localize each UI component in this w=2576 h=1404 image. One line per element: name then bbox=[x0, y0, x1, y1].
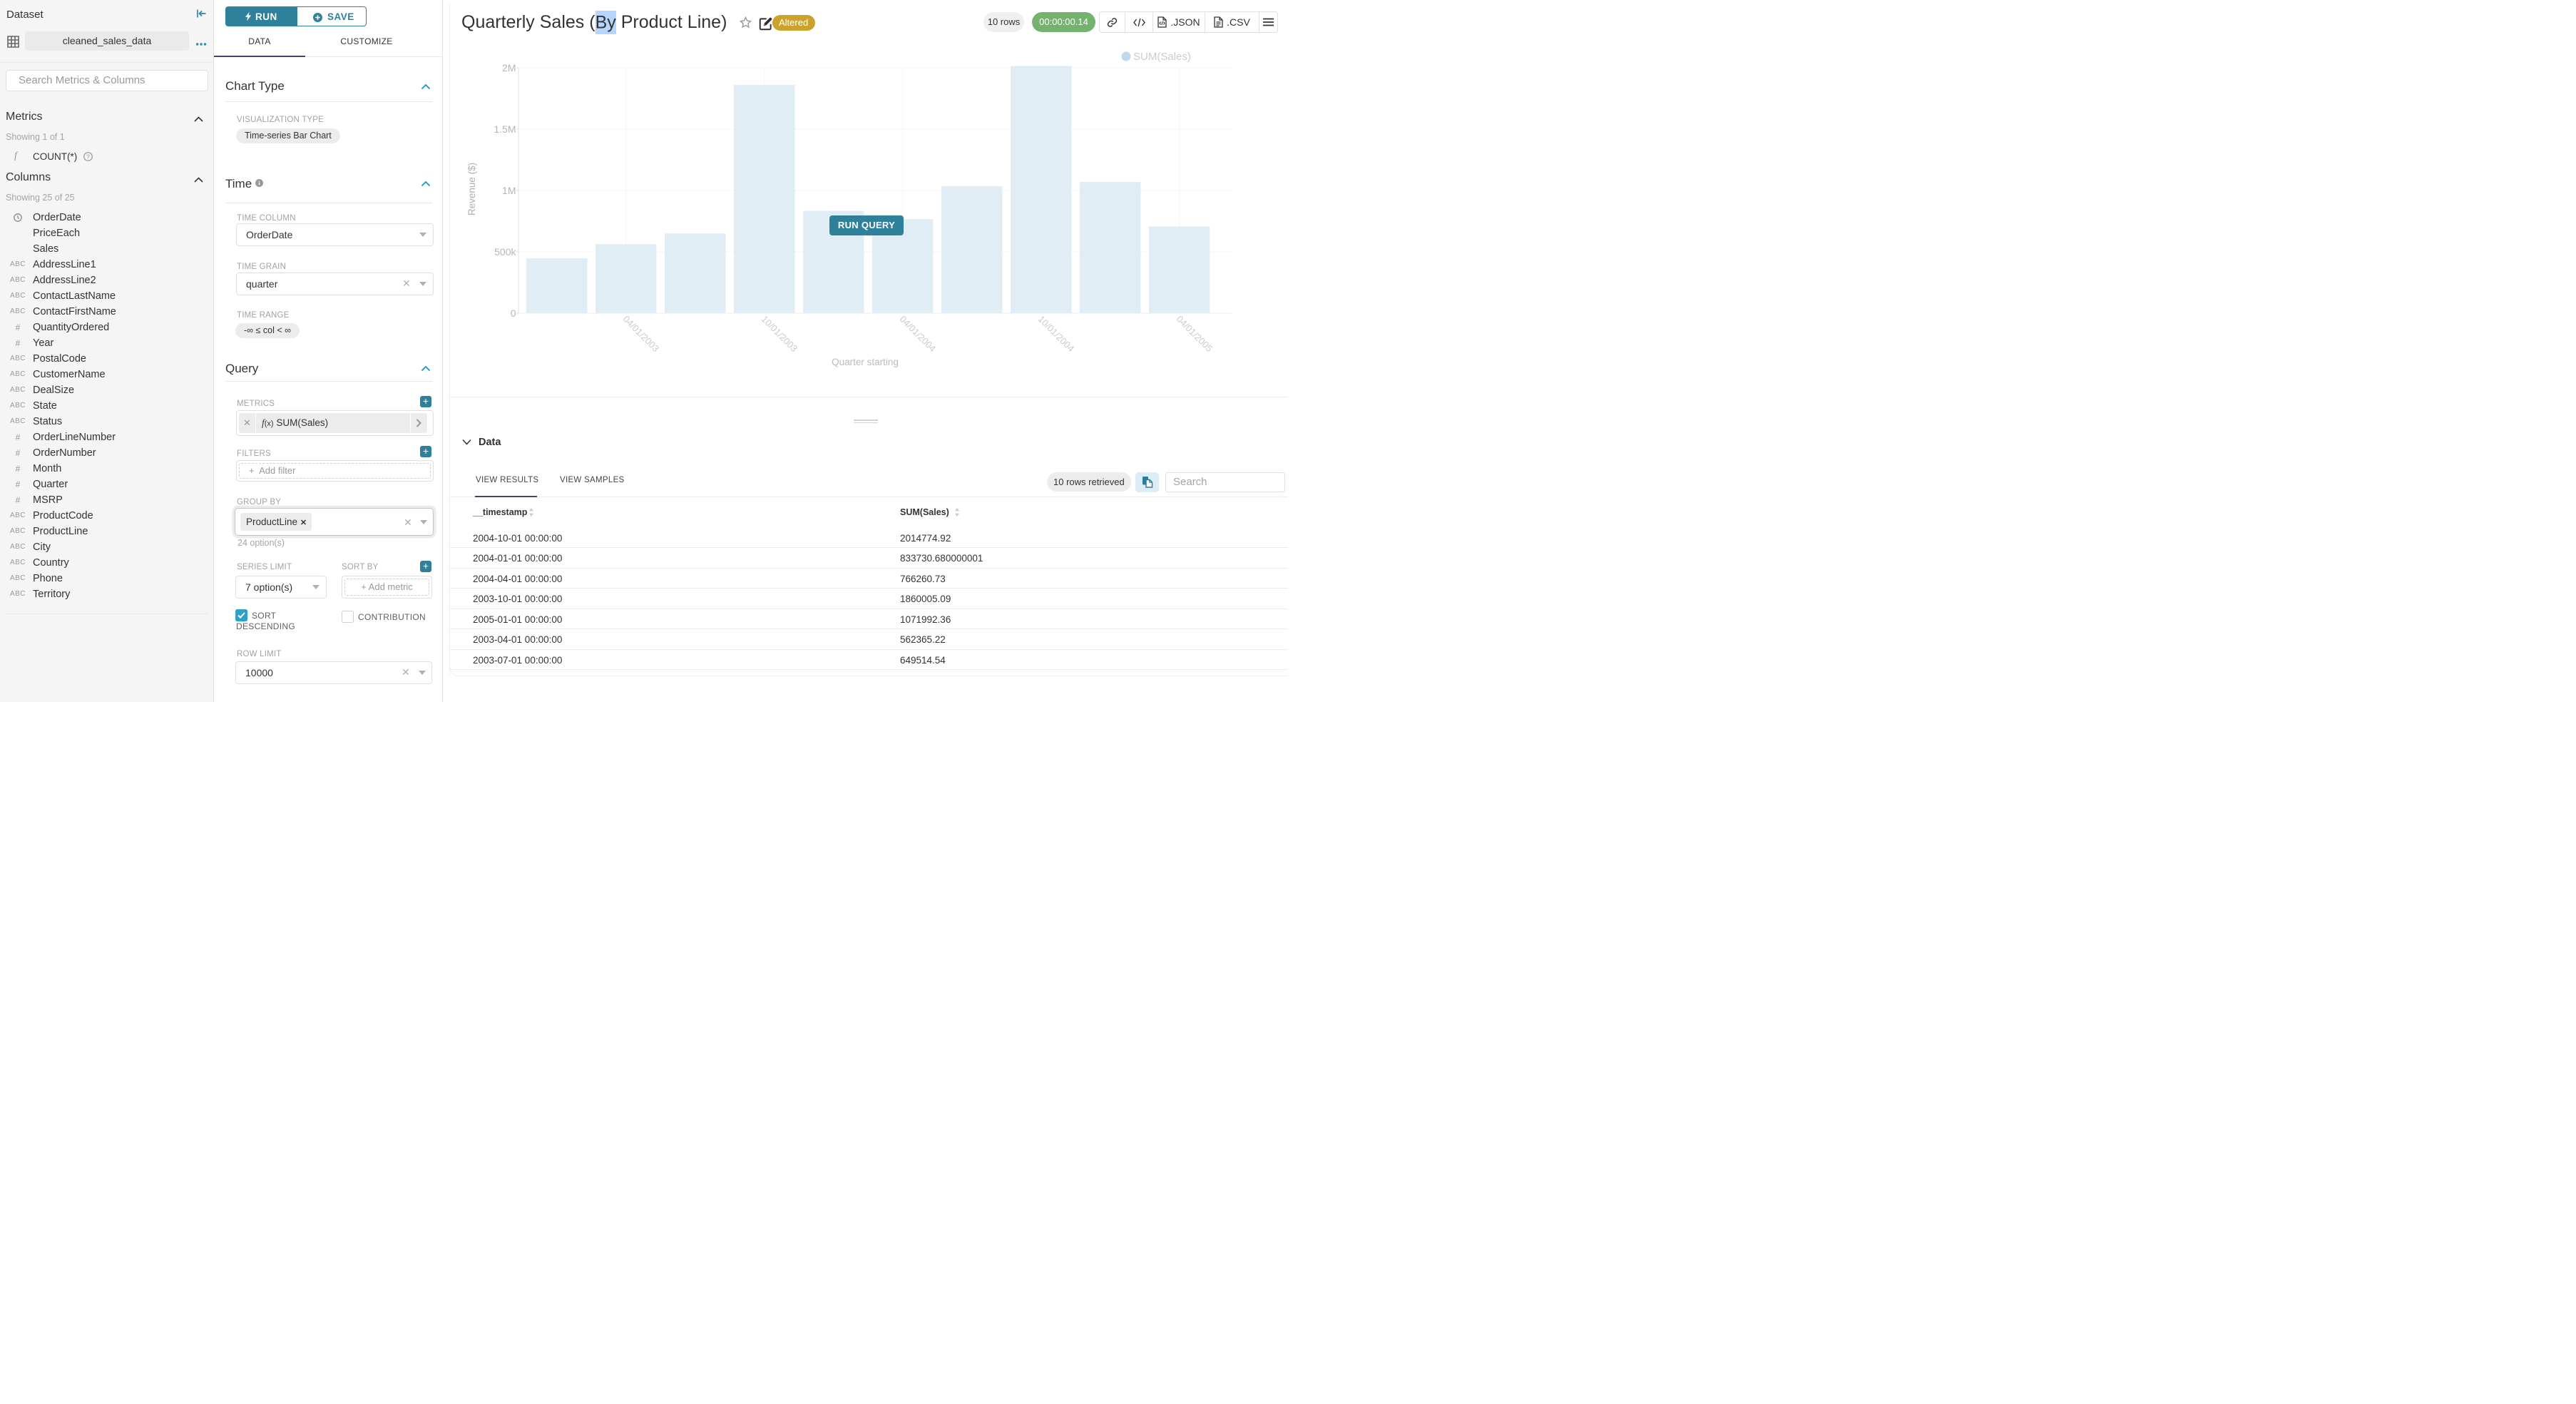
svg-text:Revenue ($): Revenue ($) bbox=[466, 163, 477, 215]
svg-text:10/01/2003: 10/01/2003 bbox=[760, 314, 800, 355]
svg-text:Quarter starting: Quarter starting bbox=[832, 357, 899, 367]
svg-text:10/01/2004: 10/01/2004 bbox=[1036, 314, 1077, 355]
svg-text:1.5M: 1.5M bbox=[494, 123, 516, 135]
svg-text:04/01/2004: 04/01/2004 bbox=[898, 314, 939, 355]
svg-text:500k: 500k bbox=[494, 246, 516, 258]
svg-text:2M: 2M bbox=[502, 62, 516, 73]
svg-text:04/01/2003: 04/01/2003 bbox=[621, 314, 662, 355]
svg-text:?: ? bbox=[86, 153, 90, 160]
svg-text:SUM(Sales): SUM(Sales) bbox=[1133, 51, 1191, 63]
svg-text:04/01/2005: 04/01/2005 bbox=[1175, 314, 1215, 355]
svg-text:0: 0 bbox=[511, 307, 516, 319]
svg-text:1M: 1M bbox=[502, 185, 516, 196]
